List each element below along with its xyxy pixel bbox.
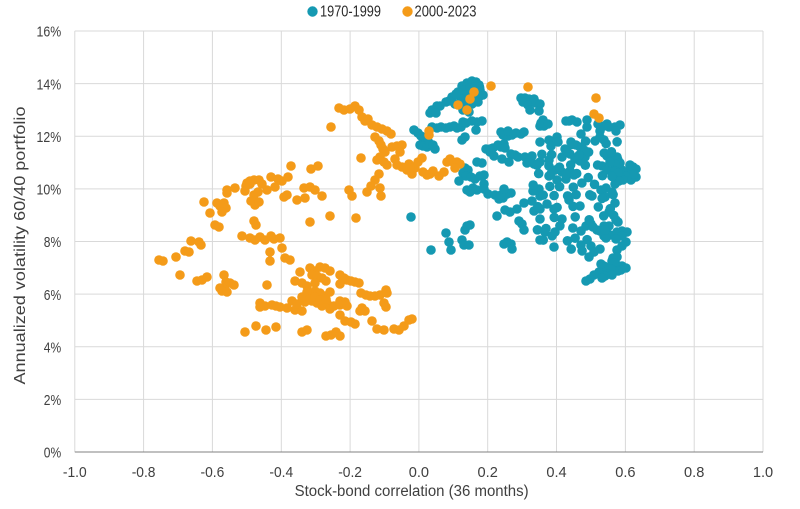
- svg-text:0.4: 0.4: [546, 464, 566, 481]
- svg-text:4%: 4%: [44, 339, 61, 356]
- svg-text:-0.2: -0.2: [338, 464, 362, 481]
- svg-text:8%: 8%: [44, 234, 61, 251]
- svg-text:-0.6: -0.6: [201, 464, 225, 481]
- svg-text:0.0: 0.0: [409, 464, 429, 481]
- svg-text:0%: 0%: [44, 445, 61, 462]
- svg-text:1970-1999: 1970-1999: [320, 4, 381, 21]
- svg-text:16%: 16%: [37, 24, 62, 41]
- svg-text:2000-2023: 2000-2023: [415, 4, 477, 21]
- svg-text:12%: 12%: [37, 129, 62, 146]
- svg-text:10%: 10%: [37, 182, 62, 199]
- svg-text:-1.0: -1.0: [63, 464, 87, 481]
- svg-text:-0.8: -0.8: [132, 464, 156, 481]
- svg-text:6%: 6%: [44, 287, 61, 304]
- svg-text:0.2: 0.2: [478, 464, 498, 481]
- svg-text:-0.4: -0.4: [269, 464, 293, 481]
- svg-text:0.8: 0.8: [684, 464, 704, 481]
- svg-text:1.0: 1.0: [753, 464, 773, 481]
- svg-text:14%: 14%: [37, 76, 62, 93]
- svg-text:Annualized volatility 60/40 po: Annualized volatility 60/40 portfolio: [12, 107, 29, 385]
- svg-text:Stock-bond correlation (36 mon: Stock-bond correlation (36 months): [295, 483, 529, 500]
- svg-text:0.6: 0.6: [615, 464, 635, 481]
- svg-text:2%: 2%: [44, 392, 61, 409]
